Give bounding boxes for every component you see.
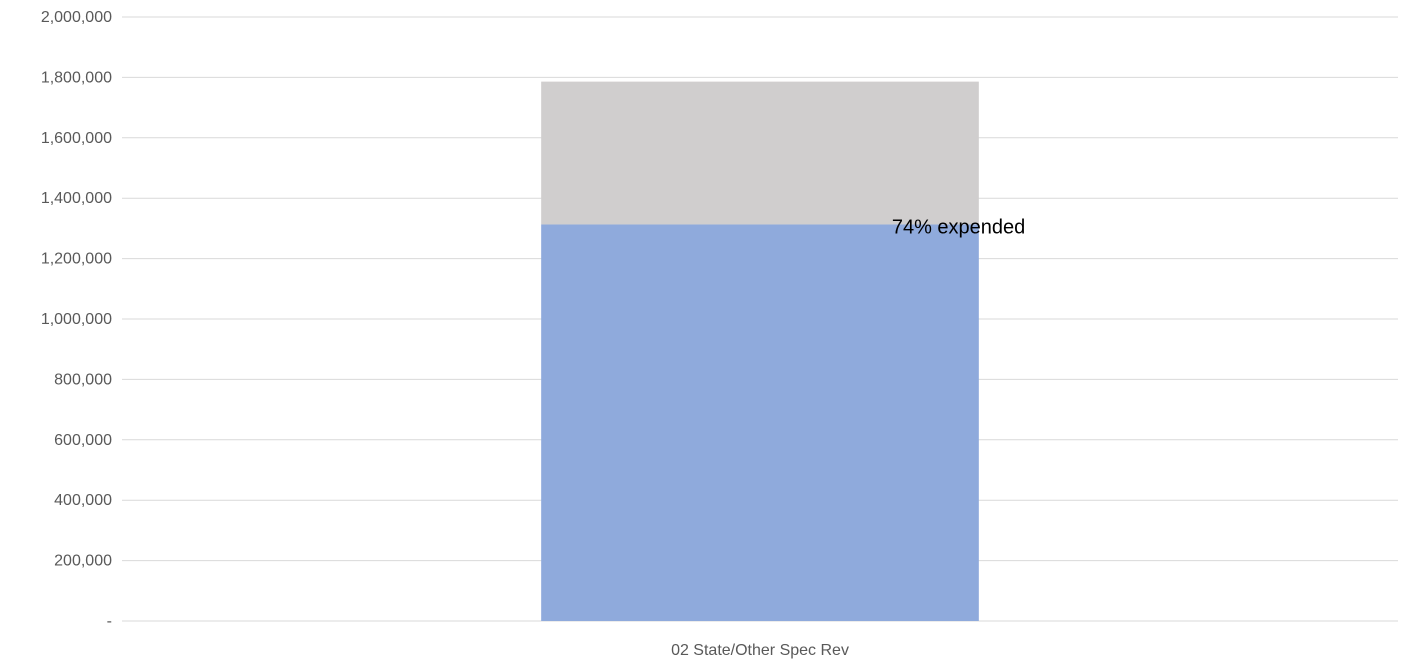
bar-segment-1-0 <box>541 81 979 225</box>
y-tick-label-8: 1,600,000 <box>41 130 112 147</box>
x-axis-category-labels: 02 State/Other Spec Rev <box>671 642 849 659</box>
y-tick-label-7: 1,400,000 <box>41 190 112 207</box>
annotations: 74% expended <box>892 216 1025 238</box>
y-tick-label-3: 600,000 <box>54 432 112 449</box>
y-tick-label-6: 1,200,000 <box>41 251 112 268</box>
y-tick-label-0: - <box>107 613 112 630</box>
y-axis-tick-labels: - 200,000 400,000 600,000 800,000 1,000,000 1,… <box>41 9 112 630</box>
y-tick-label-1: 200,000 <box>54 553 112 570</box>
expended-annotation: 74% expended <box>892 216 1025 238</box>
y-tick-label-4: 800,000 <box>54 371 112 388</box>
x-category-label-0: 02 State/Other Spec Rev <box>671 642 849 659</box>
y-tick-label-2: 400,000 <box>54 492 112 509</box>
bars <box>541 81 979 621</box>
y-tick-label-5: 1,000,000 <box>41 311 112 328</box>
y-tick-label-10: 2,000,000 <box>41 9 112 26</box>
bar-segment-0-0 <box>541 224 979 621</box>
y-tick-label-9: 1,800,000 <box>41 69 112 86</box>
